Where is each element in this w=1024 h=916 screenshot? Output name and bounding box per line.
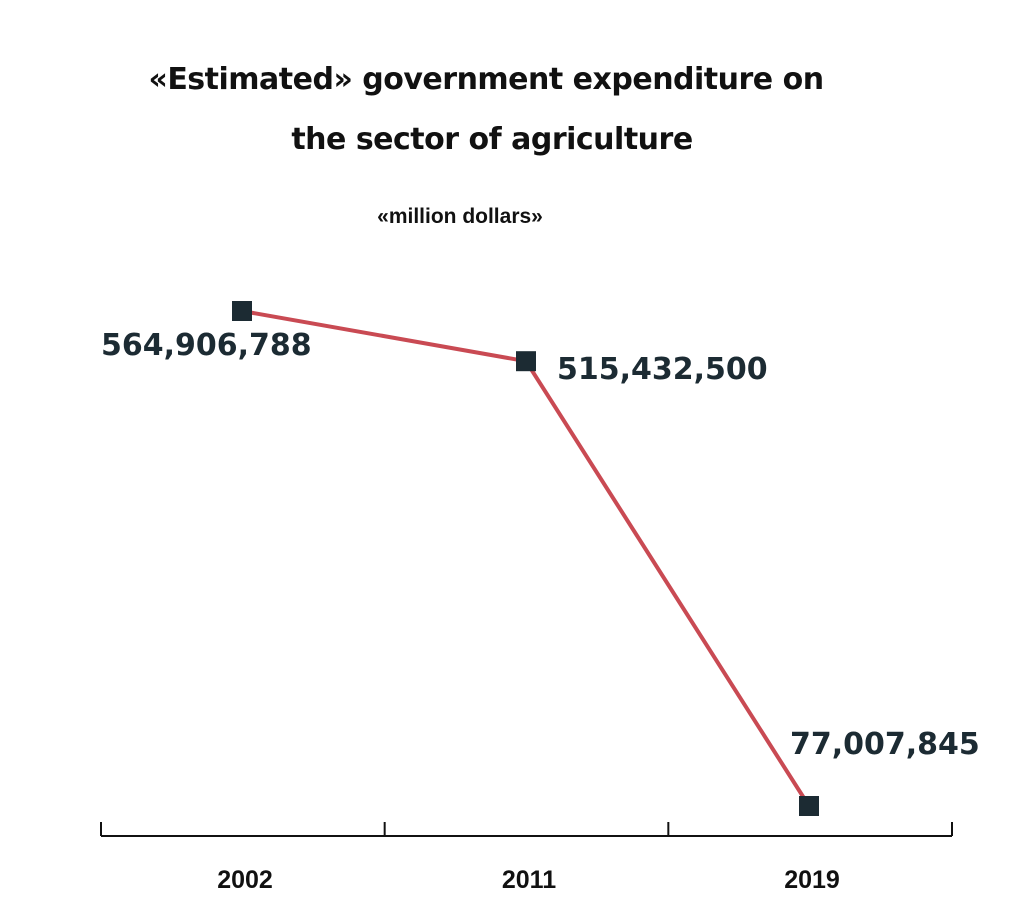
data-point-marker-2011 <box>516 351 536 372</box>
data-point-marker-2002 <box>232 301 252 321</box>
x-tick-label-2002: 2002 <box>217 866 273 894</box>
data-labels-layer: 564,906,788 515,432,500 77,007,845 <box>101 328 980 762</box>
data-label-2002: 564,906,788 <box>101 328 312 363</box>
x-axis <box>100 822 953 837</box>
x-tick-label-2019: 2019 <box>784 866 840 894</box>
tick-labels-layer: 2002 2011 2019 <box>217 866 840 894</box>
data-point-marker-2019 <box>799 796 819 816</box>
data-label-2019: 77,007,845 <box>790 727 980 762</box>
data-label-2011: 515,432,500 <box>557 352 768 387</box>
chart-title-line-2: the sector of agriculture <box>291 122 693 157</box>
chart-title-line-1: «Estimated» government expenditure on <box>148 62 824 97</box>
chart-subtitle: «million dollars» <box>377 205 543 228</box>
markers-layer <box>232 301 819 816</box>
x-tick-label-2011: 2011 <box>502 866 556 894</box>
